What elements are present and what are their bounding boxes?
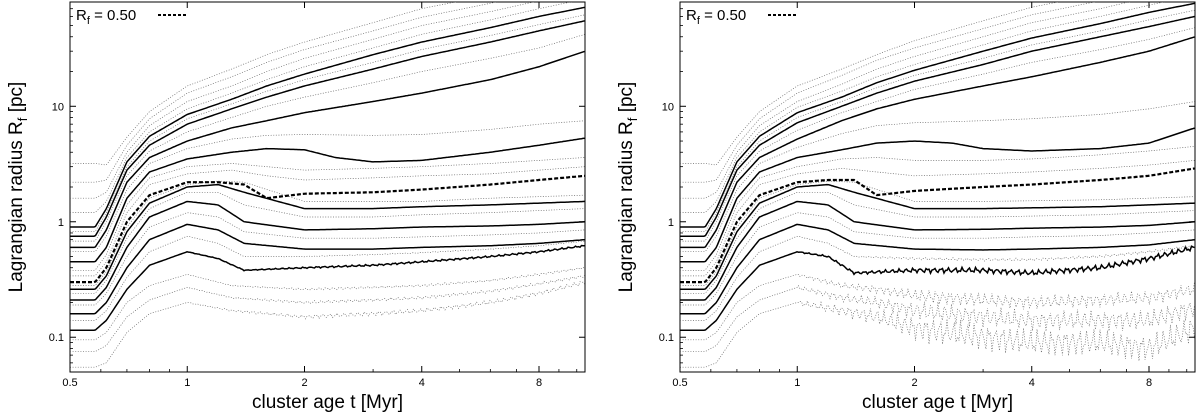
series-line-dotted-14	[680, 2, 1131, 199]
x-tick-label: 4	[419, 377, 425, 389]
legend-label: Rf = 0.50	[686, 7, 746, 27]
series-line-solid-02	[70, 223, 585, 315]
series-line-dotted-03	[70, 266, 585, 341]
y-tick-label: 1	[668, 217, 674, 229]
series-line-dotted-11	[680, 27, 1195, 242]
x-tick-label: 1	[794, 377, 800, 389]
series-line-solid-05	[680, 127, 1195, 263]
series-line-half-mass-radius	[680, 167, 1195, 284]
series-line-dotted-05	[70, 212, 585, 306]
series-line-solid-03	[70, 200, 585, 301]
y-tick-label: 0.1	[49, 332, 64, 344]
x-tick-label: 8	[1146, 377, 1152, 389]
y-tick-label: 1	[58, 217, 64, 229]
lagrangian-radius-chart-left: 0.5 1 2 4 8 0.1 1 10 Rf = 0.50 cluster age t [M…	[6, 1, 586, 413]
series-line-dotted-15	[680, 2, 1097, 183]
y-axis-label: Lagrangian radius Rf [pc]	[616, 82, 640, 293]
series-line-dotted-06	[70, 191, 585, 294]
series-line-dotted-07	[680, 180, 1195, 286]
series-line-dotted-04	[70, 235, 585, 321]
x-tick-label: 1	[184, 377, 190, 389]
y-tick-label: 10	[662, 101, 674, 113]
series-line-dotted-04	[680, 235, 1195, 321]
legend: Rf = 0.50	[686, 7, 796, 27]
series-layer	[70, 2, 585, 368]
series-line-half-mass-radius	[70, 174, 585, 284]
series-line-solid-06	[680, 36, 1195, 249]
tick-layer: 0.5 1 2 4 8 0.1 1 10	[659, 2, 1195, 389]
series-line-dotted-16	[70, 2, 458, 166]
series-line-solid-07	[680, 15, 1195, 237]
series-line-dotted-14	[70, 2, 536, 199]
series-line-dotted-01	[70, 281, 585, 368]
legend-label: Rf = 0.50	[76, 7, 136, 27]
y-tick-label: 10	[52, 101, 64, 113]
x-tick-label: 0.5	[62, 377, 77, 389]
series-line-dotted-08	[680, 160, 1195, 277]
series-line-dotted-13	[680, 2, 1166, 213]
series-line-dotted-08	[70, 166, 585, 277]
series-layer	[680, 2, 1195, 368]
series-line-solid-05	[70, 137, 585, 263]
series-line-dotted-13	[70, 2, 573, 213]
x-tick-label: 2	[911, 377, 917, 389]
x-tick-label: 4	[1029, 377, 1035, 389]
series-line-solid-02	[680, 223, 1195, 315]
legend: Rf = 0.50	[76, 7, 186, 27]
series-line-solid-01	[70, 244, 585, 331]
chart-panel-left: 0.5 1 2 4 8 0.1 1 10 Rf = 0.50 cluster age t [M…	[0, 0, 590, 415]
series-line-solid-08	[70, 6, 585, 228]
plot-frame	[69, 1, 586, 373]
x-tick-label: 8	[536, 377, 542, 389]
x-axis-label: cluster age t [Myr]	[252, 392, 403, 413]
plot-frame	[679, 1, 1196, 373]
series-line-solid-07	[70, 20, 585, 237]
tick-layer: 0.5 1 2 4 8 0.1 1 10	[49, 2, 585, 389]
series-line-dotted-01	[680, 299, 1195, 368]
series-line-dotted-16	[680, 2, 1060, 166]
series-line-dotted-12	[70, 14, 585, 233]
series-line-dotted-07	[70, 180, 585, 286]
x-axis-label: cluster age t [Myr]	[862, 392, 1013, 413]
series-line-dotted-06	[680, 191, 1195, 294]
series-line-solid-04	[70, 183, 585, 291]
series-line-dotted-02	[70, 275, 585, 353]
x-tick-label: 0.5	[672, 377, 687, 389]
lagrangian-radius-chart-right: 0.5 1 2 4 8 0.1 1 10 Rf = 0.50 cluster age t [M…	[616, 1, 1196, 413]
series-line-dotted-10	[70, 120, 585, 253]
series-line-dotted-11	[70, 34, 585, 242]
series-line-solid-04	[680, 183, 1195, 291]
chart-panel-right: 0.5 1 2 4 8 0.1 1 10 Rf = 0.50 cluster age t [M…	[610, 0, 1200, 415]
series-line-solid-08	[680, 2, 1195, 228]
y-tick-label: 0.1	[659, 332, 674, 344]
series-line-solid-03	[680, 200, 1195, 301]
series-line-solid-01	[680, 244, 1195, 331]
x-tick-label: 2	[301, 377, 307, 389]
series-line-dotted-03	[680, 274, 1195, 341]
series-line-dotted-12	[680, 9, 1195, 233]
y-axis-label: Lagrangian radius Rf [pc]	[6, 82, 30, 293]
series-line-solid-06	[70, 50, 585, 249]
